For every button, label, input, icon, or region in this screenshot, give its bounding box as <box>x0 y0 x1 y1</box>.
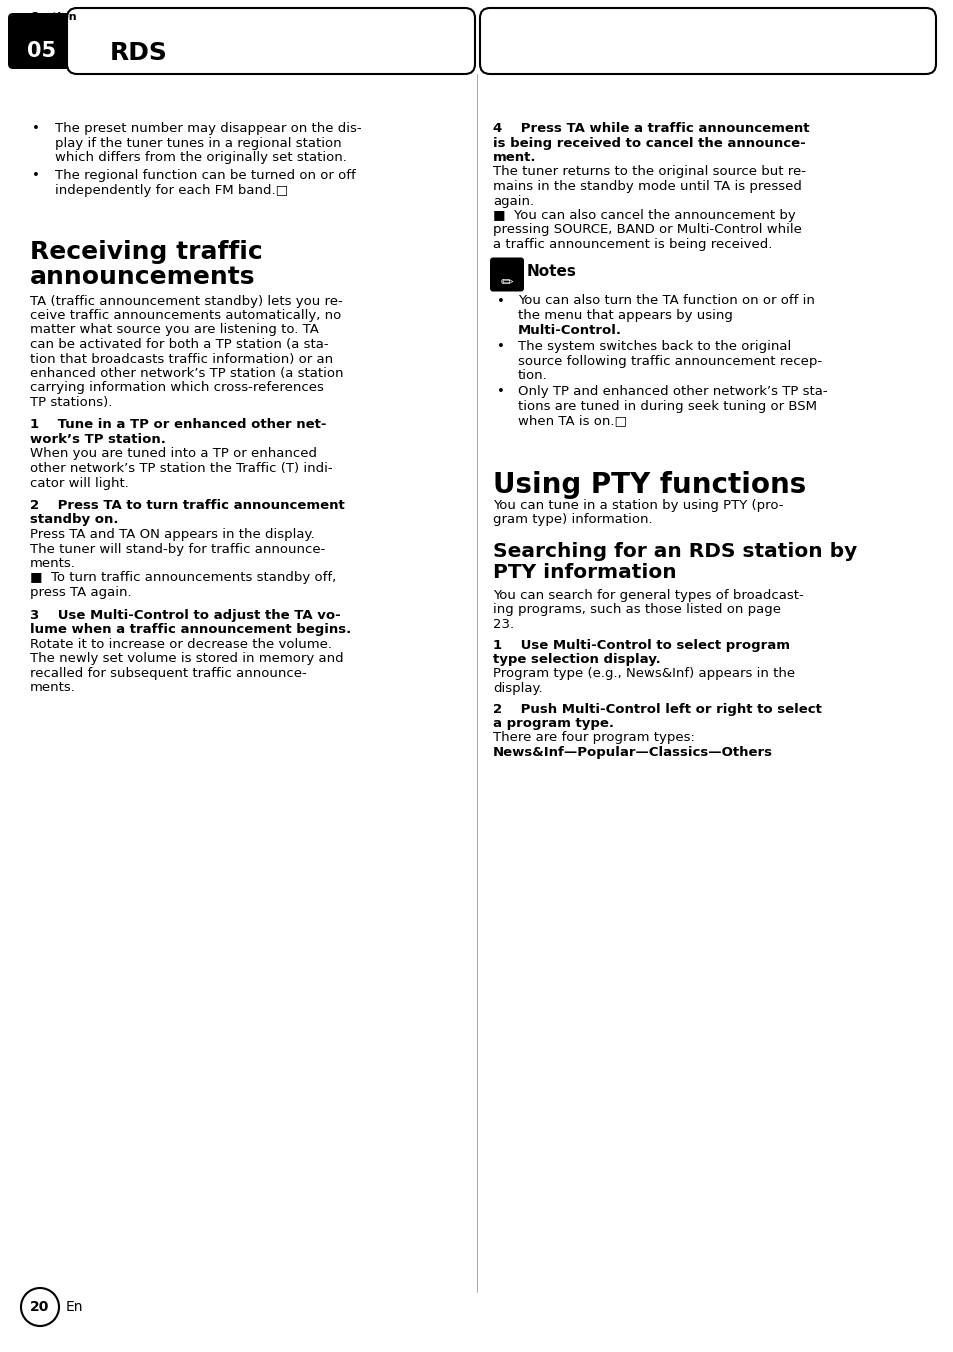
Text: Notes: Notes <box>526 265 577 280</box>
Text: mains in the standby mode until TA is pressed: mains in the standby mode until TA is pr… <box>493 180 801 193</box>
Text: 2    Press TA to turn traffic announcement: 2 Press TA to turn traffic announcement <box>30 499 344 512</box>
Text: You can tune in a station by using PTY (pro-: You can tune in a station by using PTY (… <box>493 499 782 512</box>
Text: press TA again.: press TA again. <box>30 585 132 599</box>
Text: ments.: ments. <box>30 681 76 694</box>
Text: There are four program types:: There are four program types: <box>493 731 694 745</box>
Text: which differs from the originally set station.: which differs from the originally set st… <box>55 151 347 164</box>
Text: Receiving traffic: Receiving traffic <box>30 241 262 265</box>
Text: PTY information: PTY information <box>493 562 676 581</box>
Text: pressing SOURCE, BAND or Multi-Control while: pressing SOURCE, BAND or Multi-Control w… <box>493 223 801 237</box>
Text: announcements: announcements <box>30 265 255 288</box>
Text: TA (traffic announcement standby) lets you re-: TA (traffic announcement standby) lets y… <box>30 295 342 307</box>
Text: The tuner will stand-by for traffic announce-: The tuner will stand-by for traffic anno… <box>30 542 325 556</box>
Text: other network’s TP station the Traffic (T) indi-: other network’s TP station the Traffic (… <box>30 462 333 475</box>
Text: Only TP and enhanced other network’s TP sta-: Only TP and enhanced other network’s TP … <box>517 385 827 399</box>
Text: En: En <box>66 1301 84 1314</box>
Text: tions are tuned in during seek tuning or BSM: tions are tuned in during seek tuning or… <box>517 400 816 412</box>
Text: play if the tuner tunes in a regional station: play if the tuner tunes in a regional st… <box>55 137 341 150</box>
Text: work’s TP station.: work’s TP station. <box>30 433 166 446</box>
Text: can be activated for both a TP station (a sta-: can be activated for both a TP station (… <box>30 338 328 352</box>
Text: ing programs, such as those listed on page: ing programs, such as those listed on pa… <box>493 603 781 617</box>
Text: The newly set volume is stored in memory and: The newly set volume is stored in memory… <box>30 652 343 665</box>
Text: The preset number may disappear on the dis-: The preset number may disappear on the d… <box>55 122 361 135</box>
Text: display.: display. <box>493 681 542 695</box>
Text: Press TA and TA ON appears in the display.: Press TA and TA ON appears in the displa… <box>30 529 314 541</box>
Text: Searching for an RDS station by: Searching for an RDS station by <box>493 542 857 561</box>
Text: standby on.: standby on. <box>30 514 118 526</box>
Text: ceive traffic announcements automatically, no: ceive traffic announcements automaticall… <box>30 310 341 322</box>
Text: lume when a traffic announcement begins.: lume when a traffic announcement begins. <box>30 623 351 635</box>
Text: ■  You can also cancel the announcement by: ■ You can also cancel the announcement b… <box>493 210 795 222</box>
FancyBboxPatch shape <box>479 8 935 74</box>
Text: •: • <box>497 295 504 307</box>
Text: independently for each FM band.□: independently for each FM band.□ <box>55 184 288 197</box>
Text: a program type.: a program type. <box>493 717 614 730</box>
Text: the menu that appears by using: the menu that appears by using <box>517 310 732 322</box>
Text: ment.: ment. <box>493 151 536 164</box>
Text: ments.: ments. <box>30 557 76 571</box>
Text: type selection display.: type selection display. <box>493 653 660 667</box>
Text: 05: 05 <box>28 41 56 61</box>
Text: 3    Use Multi-Control to adjust the TA vo-: 3 Use Multi-Control to adjust the TA vo- <box>30 608 340 622</box>
Text: When you are tuned into a TP or enhanced: When you are tuned into a TP or enhanced <box>30 448 316 461</box>
Text: Using PTY functions: Using PTY functions <box>493 470 805 499</box>
Text: RDS: RDS <box>110 41 168 65</box>
Text: TP stations).: TP stations). <box>30 396 112 410</box>
Text: enhanced other network’s TP station (a station: enhanced other network’s TP station (a s… <box>30 366 343 380</box>
Text: again.: again. <box>493 195 534 207</box>
Text: Section: Section <box>30 12 76 22</box>
Text: recalled for subsequent traffic announce-: recalled for subsequent traffic announce… <box>30 667 307 680</box>
Text: 2    Push Multi-Control left or right to select: 2 Push Multi-Control left or right to se… <box>493 703 821 715</box>
Text: •: • <box>32 169 40 183</box>
Text: The regional function can be turned on or off: The regional function can be turned on o… <box>55 169 355 183</box>
Text: ✏: ✏ <box>500 276 513 291</box>
Text: tion.: tion. <box>517 369 547 383</box>
Text: source following traffic announcement recep-: source following traffic announcement re… <box>517 354 821 368</box>
Text: The system switches back to the original: The system switches back to the original <box>517 339 790 353</box>
Text: when TA is on.□: when TA is on.□ <box>517 415 626 427</box>
Text: •: • <box>32 122 40 135</box>
Text: •: • <box>497 385 504 399</box>
Text: tion that broadcasts traffic information) or an: tion that broadcasts traffic information… <box>30 353 333 365</box>
Text: Program type (e.g., News&Inf) appears in the: Program type (e.g., News&Inf) appears in… <box>493 668 794 680</box>
FancyBboxPatch shape <box>8 14 76 69</box>
Text: a traffic announcement is being received.: a traffic announcement is being received… <box>493 238 772 251</box>
Text: Rotate it to increase or decrease the volume.: Rotate it to increase or decrease the vo… <box>30 638 332 650</box>
Text: News&Inf—Popular—Classics—Others: News&Inf—Popular—Classics—Others <box>493 746 772 758</box>
Text: You can search for general types of broadcast-: You can search for general types of broa… <box>493 589 803 602</box>
Text: cator will light.: cator will light. <box>30 476 129 489</box>
Text: gram type) information.: gram type) information. <box>493 514 652 526</box>
Text: 1    Tune in a TP or enhanced other net-: 1 Tune in a TP or enhanced other net- <box>30 419 326 431</box>
Text: 23.: 23. <box>493 618 514 631</box>
Text: •: • <box>497 339 504 353</box>
Text: 1    Use Multi-Control to select program: 1 Use Multi-Control to select program <box>493 638 789 652</box>
Text: You can also turn the TA function on or off in: You can also turn the TA function on or … <box>517 295 814 307</box>
Text: carrying information which cross-references: carrying information which cross-referen… <box>30 381 323 395</box>
Text: The tuner returns to the original source but re-: The tuner returns to the original source… <box>493 165 805 178</box>
Text: matter what source you are listening to. TA: matter what source you are listening to.… <box>30 323 318 337</box>
Circle shape <box>21 1288 59 1326</box>
Text: 4    Press TA while a traffic announcement: 4 Press TA while a traffic announcement <box>493 122 809 135</box>
Text: is being received to cancel the announce-: is being received to cancel the announce… <box>493 137 805 150</box>
FancyBboxPatch shape <box>490 257 523 292</box>
Text: Multi-Control.: Multi-Control. <box>517 323 621 337</box>
FancyBboxPatch shape <box>67 8 475 74</box>
Text: 20: 20 <box>30 1301 50 1314</box>
Text: ■  To turn traffic announcements standby off,: ■ To turn traffic announcements standby … <box>30 572 335 584</box>
